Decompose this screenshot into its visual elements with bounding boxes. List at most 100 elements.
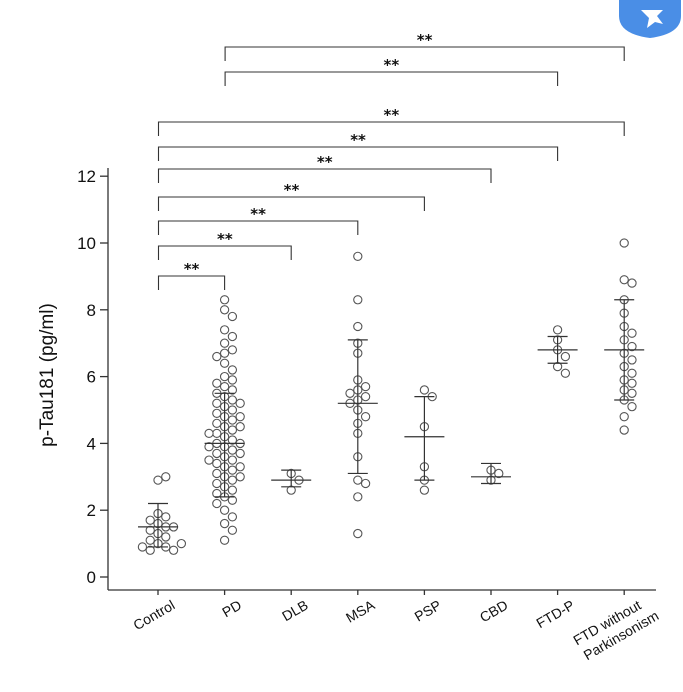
significance-bracket — [224, 46, 625, 61]
data-point — [145, 515, 155, 525]
data-point — [552, 325, 563, 335]
significance-bracket — [157, 220, 359, 235]
data-point — [419, 385, 430, 395]
y-tick-label: 4 — [87, 434, 96, 453]
data-point — [176, 538, 187, 549]
x-category-label: FTD-P — [533, 597, 577, 631]
data-point — [212, 478, 222, 489]
significance-label: ** — [250, 205, 266, 223]
significance-bracket — [157, 121, 625, 136]
data-point — [345, 388, 355, 398]
data-point — [353, 295, 363, 305]
data-point — [161, 512, 171, 522]
data-point — [145, 535, 155, 545]
data-point — [227, 455, 238, 465]
data-point — [353, 492, 363, 502]
significance-bracket — [224, 71, 559, 86]
data-point — [619, 412, 629, 422]
data-point — [227, 405, 238, 415]
data-point — [212, 398, 222, 408]
data-point — [619, 425, 629, 435]
data-point — [353, 528, 363, 539]
chart-axes — [107, 168, 656, 591]
data-point — [353, 321, 363, 332]
data-point — [212, 458, 222, 469]
data-point — [204, 428, 214, 439]
x-category-label: MSA — [343, 596, 378, 625]
data-point — [235, 422, 245, 432]
mean-sd-bars — [138, 299, 645, 548]
significance-label: ** — [317, 153, 333, 171]
data-point — [627, 368, 637, 378]
data-point — [219, 305, 230, 315]
data-point — [204, 442, 214, 452]
data-point — [494, 468, 504, 479]
data-point — [212, 498, 222, 509]
data-point — [227, 445, 238, 455]
y-tick-label: 10 — [77, 234, 96, 253]
data-point — [227, 395, 238, 405]
y-tick-label: 6 — [87, 368, 96, 387]
data-point — [212, 488, 222, 499]
data-point — [353, 475, 363, 485]
data-point — [219, 535, 230, 545]
data-point — [419, 485, 430, 495]
data-point — [227, 331, 238, 342]
data-point — [353, 251, 363, 262]
data-point — [212, 408, 222, 418]
data-point — [227, 375, 238, 385]
data-point — [212, 351, 222, 362]
data-point — [161, 472, 171, 482]
data-point — [627, 355, 637, 365]
significance-label: ** — [217, 230, 233, 248]
data-point — [627, 278, 637, 288]
data-point — [212, 468, 222, 479]
data-point — [212, 428, 222, 439]
x-category-label: DLB — [279, 597, 311, 624]
data-point — [227, 525, 238, 535]
data-point — [619, 275, 629, 285]
significance-label: ** — [284, 181, 300, 199]
significance-label: ** — [350, 131, 366, 149]
significance-bracket — [157, 168, 492, 183]
data-point — [219, 358, 230, 368]
data-point — [227, 425, 238, 435]
data-point — [360, 391, 371, 402]
data-point — [227, 495, 238, 505]
significance-bracket — [157, 196, 425, 211]
x-category-label: PSP — [412, 597, 444, 625]
data-point — [227, 512, 238, 522]
data-point — [627, 378, 637, 388]
data-point — [627, 402, 637, 412]
data-point — [235, 462, 245, 472]
x-category-label: CBD — [477, 597, 511, 626]
data-point — [360, 381, 371, 392]
data-points — [137, 238, 637, 555]
data-point — [145, 525, 155, 535]
data-point — [219, 348, 230, 358]
data-point — [168, 545, 179, 555]
data-point — [227, 485, 238, 495]
x-category-label: Control — [130, 597, 177, 633]
data-point — [235, 398, 245, 408]
data-point — [227, 345, 238, 355]
data-point — [219, 518, 230, 529]
data-point — [227, 415, 238, 425]
data-point — [227, 365, 238, 375]
significance-label: ** — [184, 260, 200, 278]
data-point — [161, 532, 171, 542]
data-point — [219, 295, 230, 305]
data-point — [212, 378, 222, 388]
y-tick-label: 2 — [87, 501, 96, 520]
significance-brackets: ** ** ** ** ** ** ** ** ** — [157, 31, 625, 290]
data-point — [227, 475, 238, 485]
data-point — [204, 455, 214, 465]
data-point — [212, 418, 222, 429]
data-point — [219, 381, 230, 392]
significance-label: ** — [383, 106, 399, 124]
significance-label: ** — [383, 56, 399, 74]
data-point — [627, 328, 637, 338]
data-point — [219, 338, 230, 348]
